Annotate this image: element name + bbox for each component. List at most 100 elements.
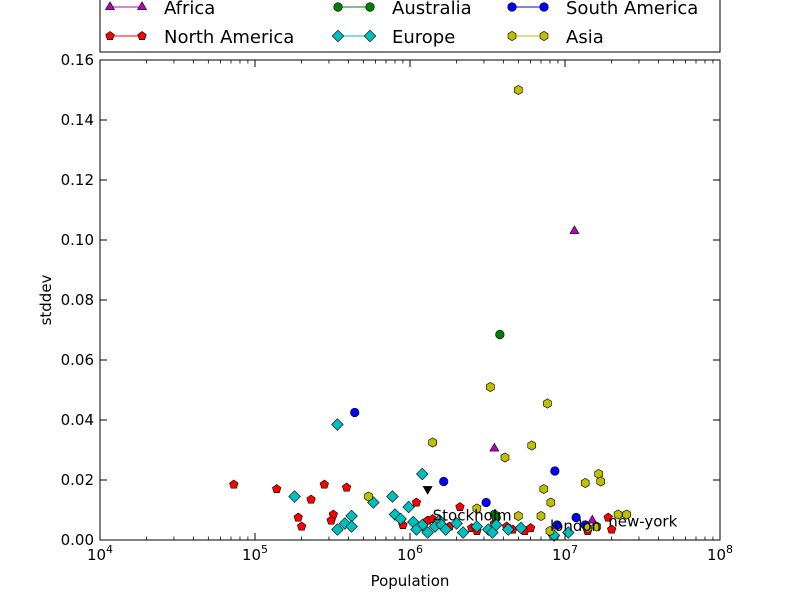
- data-point-asia: [514, 85, 523, 95]
- y-tick-label: 0.02: [61, 471, 94, 489]
- data-point-asia: [613, 509, 623, 520]
- data-markers: [229, 85, 631, 542]
- data-point-africa: [489, 442, 500, 452]
- legend-marker-south-america: [539, 2, 549, 12]
- data-point-europe: [416, 518, 429, 532]
- data-point-north-america: [455, 502, 465, 511]
- data-point-north-america: [297, 521, 307, 531]
- x-tick-label: 104: [87, 543, 113, 564]
- data-point-asia: [583, 523, 592, 533]
- data-point-south-america: [439, 476, 449, 487]
- data-point-north-america: [272, 484, 282, 493]
- data-point-asia: [546, 497, 556, 508]
- x-tick-label: 107: [552, 543, 578, 564]
- legend-label-europe: Europe: [392, 27, 455, 48]
- data-point-europe: [490, 518, 503, 532]
- data-point-europe: [331, 523, 344, 536]
- data-point-europe: [410, 523, 423, 536]
- data-point-asia: [539, 484, 549, 494]
- y-tick-label: 0.08: [61, 291, 94, 309]
- data-point-europe: [439, 523, 452, 536]
- data-point-europe: [514, 521, 528, 535]
- data-point-asia: [486, 382, 495, 392]
- y-tick-label: 0.04: [61, 411, 94, 429]
- data-point-asia: [500, 452, 510, 463]
- legend-box: [99, 0, 721, 53]
- data-point-north-america: [411, 497, 422, 507]
- data-point-asia: [514, 511, 523, 521]
- data-point-north-america: [319, 479, 329, 489]
- data-point-north-america: [229, 479, 239, 489]
- annotation-new-york: new-york: [608, 513, 677, 531]
- legend-marker-south-america: [507, 2, 517, 12]
- annotation-london: london: [550, 517, 601, 535]
- y-tick-label: 0.06: [61, 351, 94, 369]
- legend-marker-africa: [136, 1, 148, 10]
- data-point-africa: [587, 514, 598, 524]
- data-point-europe: [394, 512, 407, 526]
- annotations: Stockholm london new-york: [433, 507, 678, 536]
- y-tick-label: 0.10: [61, 231, 94, 249]
- data-point-australia: [495, 329, 505, 340]
- legend-label-australia: Australia: [392, 0, 472, 19]
- data-point-south-america: [571, 512, 581, 523]
- data-point-asia: [472, 503, 482, 514]
- data-point-europe: [421, 526, 434, 539]
- data-point-europe: [450, 517, 463, 530]
- y-tick-label: 0.00: [61, 531, 94, 549]
- legend-marker-africa: [104, 1, 116, 10]
- data-point-europe: [386, 490, 399, 503]
- data-point-asia: [527, 440, 537, 451]
- y-tick-label: 0.16: [61, 51, 94, 69]
- data-point-north-america: [306, 494, 316, 504]
- legend-marker-north-america: [105, 31, 115, 40]
- data-point-asia: [580, 478, 590, 488]
- legend-marker-asia: [539, 31, 549, 41]
- legend-marker-europe: [331, 29, 345, 43]
- data-point-north-america: [607, 524, 617, 534]
- data-point-asia: [545, 526, 555, 536]
- data-point-south-america: [552, 520, 562, 530]
- y-tick-label: 0.12: [61, 171, 94, 189]
- data-point-asia: [364, 491, 373, 502]
- data-point-north-america: [326, 515, 336, 525]
- y-tick-label: 0.14: [61, 111, 94, 129]
- x-tick-label: 108: [707, 543, 733, 564]
- data-point-europe: [501, 523, 515, 536]
- data-point-south-america: [550, 466, 560, 476]
- data-point-unlabeled: [422, 486, 433, 495]
- legend-marker-north-america: [137, 31, 147, 40]
- data-point-north-america: [341, 482, 352, 492]
- x-axis-label: Population: [371, 572, 450, 590]
- data-point-europe: [470, 520, 484, 533]
- data-point-europe: [288, 490, 301, 503]
- data-point-asia: [596, 476, 606, 487]
- legend-label-north-america: North America: [164, 27, 294, 48]
- legend: Africa North America Australia Europe South …: [99, 0, 721, 53]
- legend-label-africa: Africa: [164, 0, 215, 19]
- annotation-stockholm: Stockholm: [433, 507, 512, 525]
- data-point-europe: [388, 508, 402, 521]
- data-point-europe: [562, 526, 575, 539]
- data-point-north-america: [293, 512, 303, 522]
- data-point-europe: [345, 520, 358, 533]
- y-axis-label: stddev: [37, 274, 55, 325]
- legend-label-asia: Asia: [566, 27, 604, 48]
- legend-marker-australia: [365, 2, 375, 12]
- data-point-europe: [456, 526, 470, 539]
- legend-marker-australia: [333, 2, 343, 12]
- data-point-europe: [402, 500, 415, 514]
- data-point-asia: [622, 509, 631, 520]
- data-point-asia: [536, 511, 546, 521]
- data-point-europe: [416, 467, 429, 481]
- data-point-north-america: [525, 523, 536, 532]
- data-point-south-america: [350, 407, 360, 418]
- x-tick-label: 106: [397, 543, 423, 564]
- data-point-africa: [569, 225, 580, 234]
- data-point-europe: [338, 517, 352, 530]
- x-tick-label: 105: [242, 543, 268, 564]
- data-point-asia: [592, 521, 601, 532]
- y-axis: 0.00 0.02 0.04 0.06 0.08 0.10 0.12 0.14 0.16: [61, 51, 720, 549]
- x-axis: 104 105 106 107 108: [87, 60, 733, 564]
